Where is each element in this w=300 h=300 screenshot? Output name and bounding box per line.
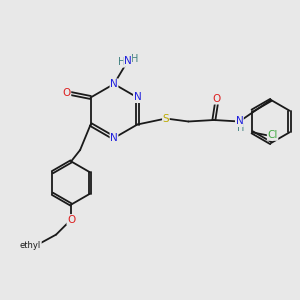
Text: H: H — [237, 123, 244, 133]
Text: N: N — [236, 116, 243, 127]
Text: O: O — [62, 88, 71, 98]
Text: H: H — [131, 54, 138, 64]
Text: S: S — [163, 113, 169, 124]
Text: O: O — [213, 94, 221, 104]
Text: O: O — [67, 214, 75, 225]
Text: Cl: Cl — [267, 130, 278, 140]
Text: N: N — [110, 133, 118, 143]
Text: H: H — [118, 57, 125, 67]
Text: N: N — [124, 56, 132, 66]
Text: N: N — [134, 92, 141, 103]
Text: ethyl: ethyl — [20, 241, 41, 250]
Text: N: N — [110, 79, 118, 89]
